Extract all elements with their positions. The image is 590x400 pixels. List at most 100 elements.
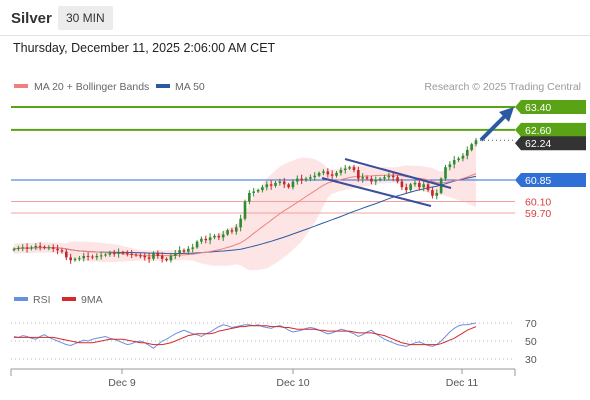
candle [322, 169, 325, 176]
candle [370, 175, 373, 185]
candle [64, 248, 68, 261]
candle [182, 248, 186, 254]
candle [422, 180, 426, 192]
candle [156, 250, 160, 259]
candle [34, 243, 38, 251]
candle [287, 182, 290, 189]
candle [25, 243, 29, 253]
rsi-tick-label: 30 [525, 354, 537, 366]
candle [413, 180, 417, 187]
projection-arrow-icon [479, 107, 514, 142]
candle [51, 244, 55, 252]
candle [99, 251, 103, 260]
candle [452, 155, 456, 169]
candle [130, 250, 133, 259]
time-axis-label: Dec 11 [446, 377, 479, 389]
candle [121, 250, 125, 255]
ma20-legend-swatch [14, 84, 28, 88]
ma50-legend-label: MA 50 [175, 81, 205, 93]
credit-label: Research © 2025 Trading Central [424, 81, 581, 93]
flag-lower-line [321, 177, 432, 207]
candle [243, 199, 247, 221]
candle [300, 174, 303, 185]
svg-text:62.24: 62.24 [525, 138, 551, 150]
candle [165, 257, 168, 262]
candle [112, 249, 116, 257]
candle [291, 179, 295, 190]
candle [330, 170, 334, 180]
time-axis-label: Dec 9 [108, 377, 136, 389]
rsi-ma-legend-label: 9MA [81, 294, 103, 306]
svg-text:60.85: 60.85 [525, 175, 551, 187]
candle [313, 172, 317, 181]
candle [208, 233, 212, 245]
candle [409, 182, 412, 192]
candle [444, 164, 447, 181]
candle [47, 245, 51, 251]
candle [248, 190, 251, 205]
rsi-ma-legend-swatch [62, 297, 76, 301]
candle [30, 245, 33, 251]
candle [169, 253, 173, 263]
candle [304, 176, 308, 182]
rsi-tick-label: 70 [525, 318, 537, 330]
interval-badge[interactable]: 30 MIN [58, 6, 113, 30]
candle [309, 174, 312, 182]
candle [343, 165, 347, 174]
moving-averages [13, 173, 477, 257]
candle [374, 176, 378, 186]
candle [265, 181, 269, 191]
candle [295, 175, 299, 185]
candle [86, 251, 90, 261]
candle [431, 187, 434, 199]
candle [69, 253, 72, 264]
candle [435, 189, 439, 200]
candle [221, 230, 225, 241]
candle [383, 174, 386, 181]
candle [357, 166, 360, 182]
level-label-current: 62.24 [515, 136, 586, 151]
level-label-pivot: 60.85 [515, 173, 586, 188]
candle [352, 164, 356, 173]
candle [448, 161, 452, 171]
candle [195, 240, 199, 249]
candle [365, 175, 369, 181]
candle [204, 235, 208, 244]
candle [95, 253, 99, 261]
rsi-line [13, 322, 477, 349]
candle [139, 253, 142, 259]
ma20-line [13, 173, 477, 257]
candle [217, 233, 221, 241]
flag-upper-line [344, 158, 452, 189]
candle [256, 188, 260, 193]
candle [78, 255, 81, 262]
time-axis-label: Dec 10 [276, 377, 309, 389]
price-levels [11, 106, 515, 214]
candle [230, 227, 234, 234]
level-label-support: 59.70 [525, 208, 551, 220]
candle [461, 152, 465, 162]
level-label-support: 60.10 [525, 197, 551, 209]
rsi-legend-swatch [14, 297, 28, 301]
candle [269, 180, 273, 190]
candle [38, 242, 42, 251]
rsi-legend-label: RSI [33, 294, 51, 306]
candle [56, 244, 59, 255]
svg-text:63.40: 63.40 [525, 102, 551, 114]
candlesticks [12, 137, 478, 264]
candle [391, 171, 395, 182]
rsi-ma-line [14, 325, 477, 346]
svg-text:59.70: 59.70 [525, 208, 551, 220]
candle [465, 146, 469, 160]
candle [187, 246, 190, 255]
candle [160, 252, 164, 263]
candle [43, 245, 46, 250]
candle [126, 250, 129, 257]
time-axis: Dec 9 Dec 10 Dec 11 [108, 369, 478, 389]
candle [143, 252, 147, 261]
candle [191, 243, 195, 253]
candle [73, 257, 77, 262]
candle [226, 228, 229, 236]
